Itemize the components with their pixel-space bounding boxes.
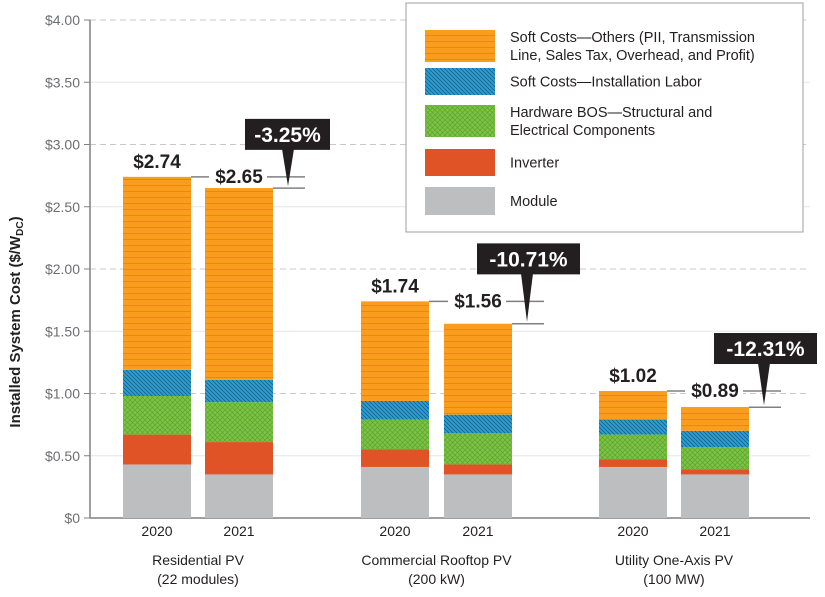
legend-label: Inverter — [510, 156, 559, 172]
category-label: Commercial Rooftop PV — [361, 552, 512, 568]
total-label: $1.02 — [609, 366, 657, 387]
year-label: 2020 — [141, 523, 172, 539]
legend-label: Electrical Components — [510, 123, 655, 139]
bar-segment-hardware-bos — [205, 402, 273, 443]
bar-segment-soft-costs-others — [361, 301, 429, 401]
bar-segment-hardware-bos — [599, 434, 667, 460]
total-label: $0.89 — [691, 381, 739, 402]
category-sublabel: (200 kW) — [408, 571, 465, 587]
bar-segment-module — [599, 466, 667, 518]
y-tick-label: $0.50 — [45, 448, 80, 464]
legend-label: Soft Costs—Installation Labor — [510, 75, 702, 91]
label-bg — [687, 379, 743, 398]
year-label: 2020 — [617, 523, 648, 539]
percent-change-box — [714, 333, 817, 365]
callout-pointer — [282, 148, 294, 187]
bar-segment-module — [205, 474, 273, 518]
year-label: 2021 — [699, 523, 730, 539]
y-tick-label: $1.00 — [45, 386, 80, 402]
category-label: Utility One-Axis PV — [615, 552, 734, 568]
callout-pointer — [758, 363, 770, 406]
bar-segment-inverter — [361, 449, 429, 467]
bar-segment-hardware-bos — [681, 447, 749, 470]
percent-change-box — [245, 118, 330, 150]
percent-change-box — [477, 243, 580, 275]
bar-segment-installation-labor — [599, 419, 667, 435]
legend: Soft Costs—Others (PII, Transmission Line… — [405, 2, 804, 233]
bar-segment-installation-labor — [361, 400, 429, 420]
bar-segment-installation-labor — [444, 414, 512, 434]
legend-label: Line, Sales Tax, Overhead, and Profit) — [510, 48, 755, 64]
bar-segment-soft-costs-others — [123, 176, 191, 370]
percent-change-label: -10.71% — [489, 248, 568, 271]
legend-swatch-installation-labor — [425, 68, 495, 95]
bars: 2020 2021 Residential PV (22 modules) 2020 20… — [123, 176, 749, 587]
legend-swatch-module — [425, 187, 495, 215]
bar-segment-module — [681, 474, 749, 518]
legend-label: Hardware BOS—Structural and — [510, 105, 712, 121]
category-sublabel: (22 modules) — [157, 571, 239, 587]
bar-segment-inverter — [681, 469, 749, 475]
callout-pointer — [521, 273, 533, 322]
y-tick-label: $2.00 — [45, 261, 80, 277]
label-bg — [211, 164, 267, 183]
legend-swatch-soft-costs-others — [425, 30, 495, 62]
y-tick-label: $4.00 — [45, 12, 80, 28]
bar-segment-soft-costs-others — [205, 188, 273, 380]
bar-segment-soft-costs-others — [681, 407, 749, 431]
total-label: $1.74 — [371, 276, 419, 297]
category-sublabel: (100 MW) — [643, 571, 704, 587]
label-bg — [450, 289, 506, 308]
bar-segment-inverter — [205, 442, 273, 475]
bar-segment-hardware-bos — [444, 433, 512, 465]
legend-label: Module — [510, 194, 558, 210]
total-label: $2.74 — [133, 152, 181, 173]
year-label: 2020 — [379, 523, 410, 539]
bar-segment-inverter — [123, 434, 191, 465]
annotations: $2.74 $2.65 -3.25% $1.74 $1.56 -10.71% $1.02 $0… — [133, 118, 817, 408]
bar-segment-soft-costs-others — [599, 391, 667, 420]
bar-segment-hardware-bos — [361, 419, 429, 450]
category-label: Residential PV — [152, 552, 244, 568]
y-tick-label: $1.50 — [45, 323, 80, 339]
bar-segment-installation-labor — [681, 430, 749, 448]
year-label: 2021 — [462, 523, 493, 539]
legend-swatch-hardware-bos — [425, 105, 495, 137]
y-tick-label: $2.50 — [45, 199, 80, 215]
bar-segment-inverter — [599, 459, 667, 467]
total-label: $2.65 — [215, 167, 263, 188]
bar-segment-installation-labor — [123, 369, 191, 396]
bar-segment-soft-costs-others — [444, 323, 512, 415]
bar-segment-module — [123, 464, 191, 518]
legend-swatch-inverter — [425, 149, 495, 176]
legend-label: Soft Costs—Others (PII, Transmission — [510, 30, 755, 46]
y-axis-title: Installed System Cost ($/WDC) — [7, 216, 26, 427]
bar-segment-inverter — [444, 464, 512, 475]
percent-change-label: -12.31% — [726, 338, 805, 361]
year-label: 2021 — [223, 523, 254, 539]
bar-segment-module — [361, 466, 429, 518]
percent-change-label: -3.25% — [254, 124, 321, 147]
y-tick-label: $0 — [64, 510, 80, 526]
bar-segment-module — [444, 474, 512, 518]
total-label: $1.56 — [454, 291, 502, 312]
bar-segment-hardware-bos — [123, 395, 191, 435]
y-tick-label: $3.50 — [45, 74, 80, 90]
bar-segment-installation-labor — [205, 379, 273, 403]
y-tick-label: $3.00 — [45, 137, 80, 153]
